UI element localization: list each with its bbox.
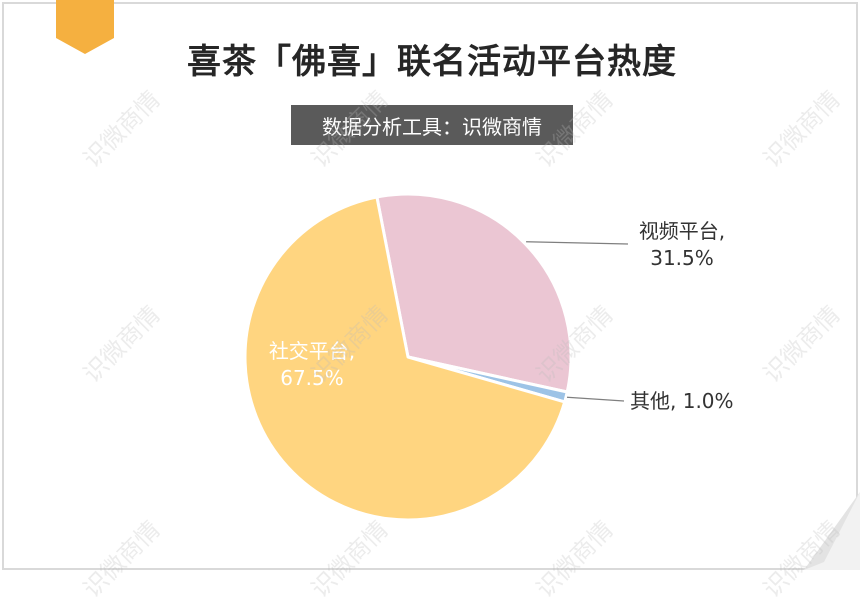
slice-label-2: 社交平台, [269,339,355,363]
leader-line-0 [526,241,629,245]
pie-slice-2 [243,195,567,522]
chart-title: 喜茶「佛喜」联名活动平台热度 [187,42,677,82]
slice-pct-label-2: 67.5% [280,366,344,390]
slice-label-0: 视频平台, [639,219,725,243]
chart-subtitle: 数据分析工具：识微商情 [291,105,573,145]
slice-label-1: 其他, 1.0% [630,389,734,413]
pie-chart: 视频平台, 31.5% 其他, 1.0% 社交平台, 67.5% [243,192,734,522]
card-frame [2,2,858,570]
slice-pct-label-0: 31.5% [650,246,714,270]
pie-slice-0 [375,192,573,394]
page-curl-decoration [804,492,860,570]
leader-line-1 [566,396,625,402]
corner-ribbon [56,0,114,54]
